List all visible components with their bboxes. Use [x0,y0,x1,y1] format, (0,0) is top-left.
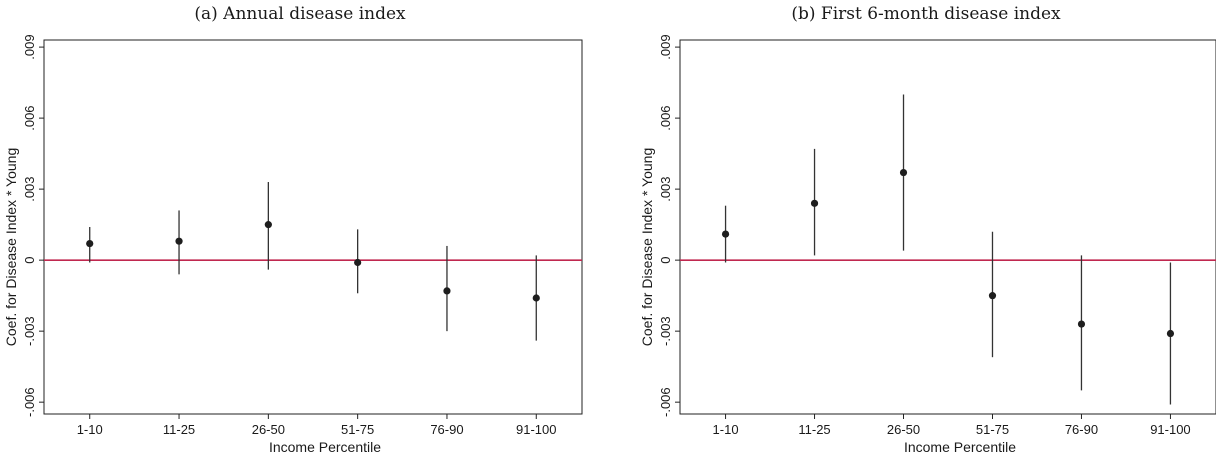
point-estimate [1077,320,1086,328]
point-estimate [721,230,730,238]
point-estimate [354,258,362,267]
y-tick-label: .003 [22,176,37,201]
y-tick-label: -.003 [658,316,673,346]
y-tick-label: .006 [658,105,673,130]
point-estimate [532,294,540,302]
y-tick-label: -.006 [22,387,37,417]
x-tick-label: 1-10 [77,422,103,437]
x-tick-label: 1-10 [713,422,739,437]
y-tick-label: .006 [22,105,37,130]
chart-panel-b: (b) First 6-month disease index -.006 -.0… [636,0,1216,459]
y-tick-label: -.003 [22,316,37,346]
x-tick-label: 91-100 [516,422,556,437]
point-estimate [86,239,94,248]
point-estimate [810,199,819,207]
x-axis-label: Income Percentile [269,439,381,455]
plot-frame [43,39,583,415]
x-tick-label: 11-25 [798,422,830,437]
plot-frame [679,39,1216,415]
y-tick-label: .003 [658,176,673,201]
y-tick-label: 0 [658,257,673,264]
y-tick-label: -.006 [658,387,673,417]
point-estimate [443,287,451,295]
chart-svg: -.006 -.003 0 .003 .006 .009 1-10 11-25 26-50 51-… [3,34,583,455]
chart-panel-a: (a) Annual disease index -.006 -.003 0 .003… [0,0,600,459]
x-tick-label: 51-75 [976,422,1009,437]
y-axis-label: Coef. for Disease Index * Young [3,148,19,346]
chart-title: (a) Annual disease index [194,4,406,24]
y-tick-label: .009 [658,34,673,59]
x-tick-label: 51-75 [341,422,374,437]
x-tick-label: 91-100 [1150,422,1190,437]
y-tick-label: .009 [22,34,37,59]
point-estimate [1166,329,1175,338]
point-estimate [175,237,183,245]
point-estimate [899,168,908,177]
chart-svg: -.006 -.003 0 .003 .006 .009 1-10 11-25 26-50 51-… [639,34,1216,455]
chart-title: (b) First 6-month disease index [791,4,1061,24]
x-axis-label: Income Percentile [904,439,1016,455]
point-estimate [264,221,272,229]
x-tick-label: 11-25 [163,422,195,437]
y-axis-label: Coef. for Disease Index * Young [639,148,655,346]
y-tick-label: 0 [22,257,37,264]
x-tick-label: 76-90 [430,422,463,437]
x-tick-label: 26-50 [252,422,285,437]
x-tick-label: 26-50 [887,422,920,437]
x-tick-label: 76-90 [1065,422,1098,437]
point-estimate [988,292,997,300]
